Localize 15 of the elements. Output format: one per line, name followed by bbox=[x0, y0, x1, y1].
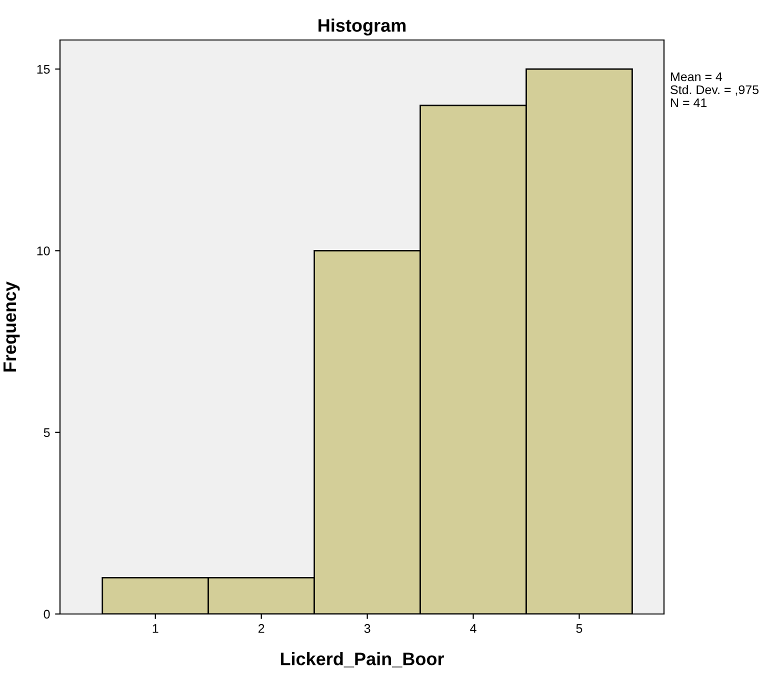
text: Mean = 4 bbox=[671, 72, 722, 82]
x-tick-label: 3 bbox=[364, 624, 370, 633]
y-tick-label: 5 bbox=[44, 428, 50, 438]
x-tick-label: 5 bbox=[576, 624, 582, 633]
y-axis-title: Frequency bbox=[4, 281, 20, 372]
x-tick-label: 2 bbox=[258, 624, 264, 633]
x-tick-label: 4 bbox=[470, 624, 476, 633]
text: Std. Dev. = ,975 bbox=[670, 85, 759, 96]
text: N = 41 bbox=[671, 98, 707, 108]
chart-title: Histogram bbox=[318, 18, 406, 36]
x-tick-label: 1 bbox=[152, 624, 158, 633]
y-tick-label: 15 bbox=[37, 64, 50, 74]
x-axis-title: Lickerd_Pain_Boor bbox=[280, 652, 444, 668]
y-tick-label: 10 bbox=[37, 246, 50, 256]
y-tick-label: 0 bbox=[44, 610, 50, 619]
